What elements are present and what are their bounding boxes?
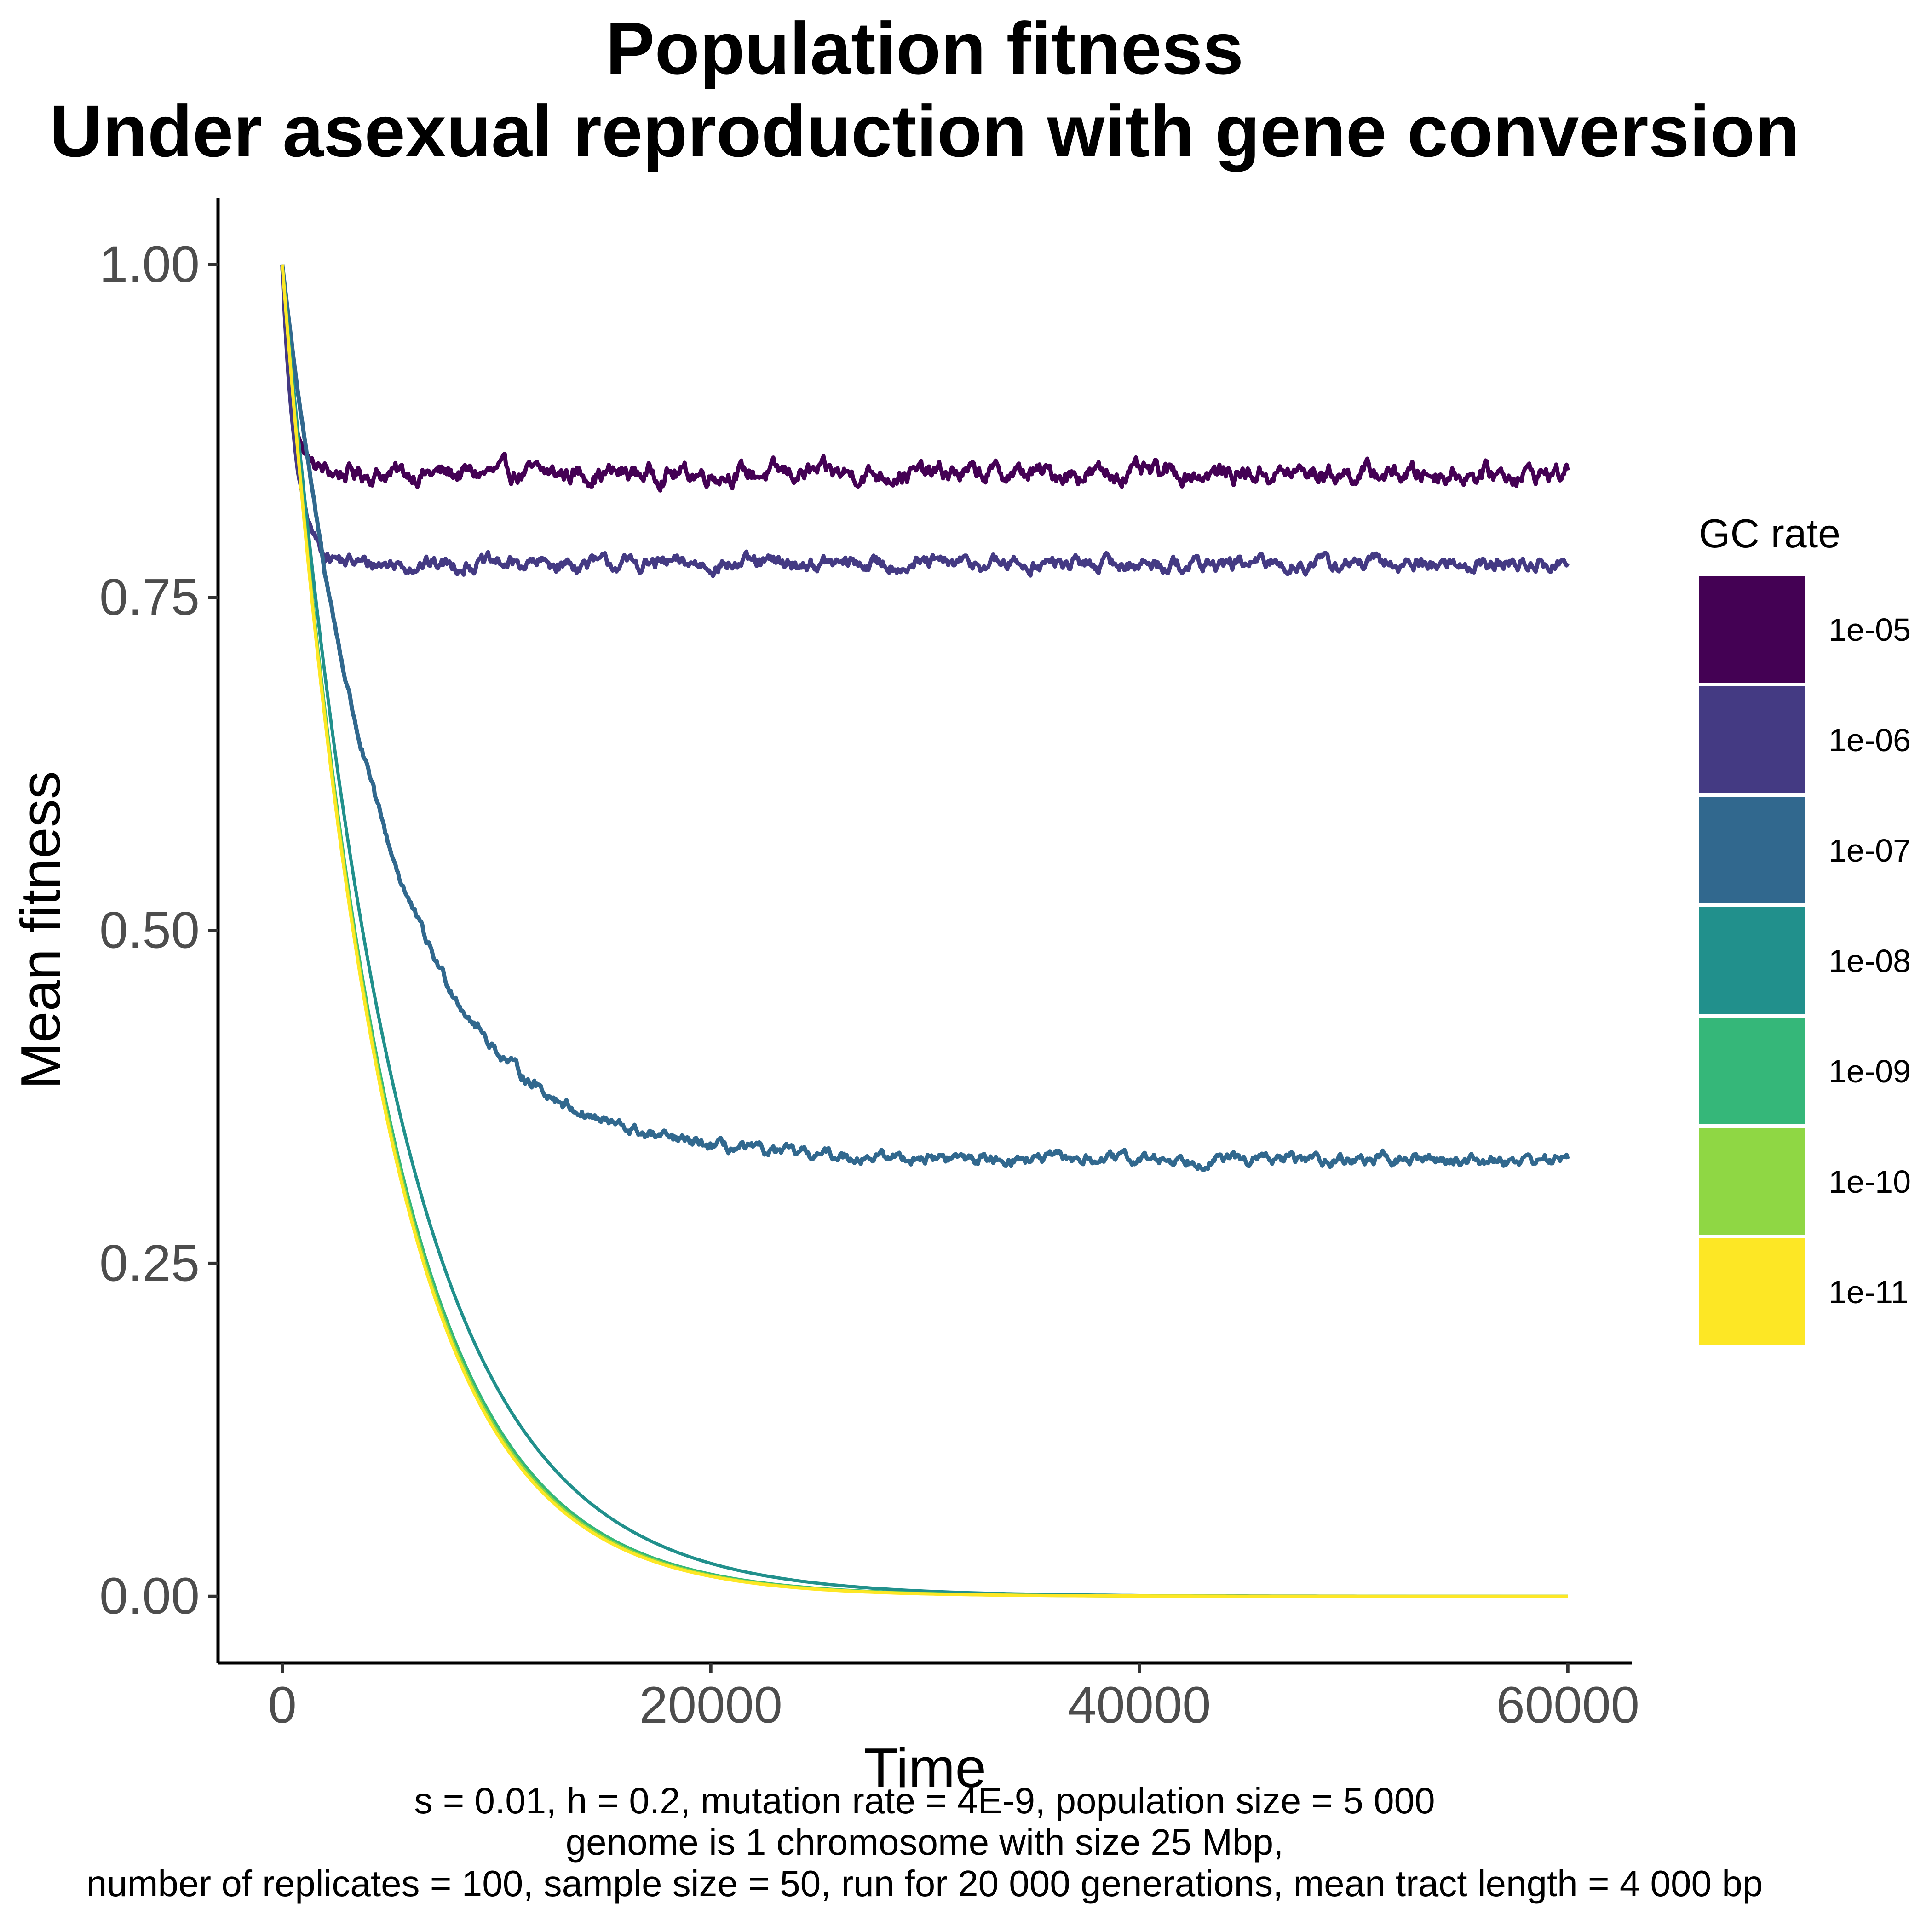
- y-axis-ticks: 0.00 0.25 0.50 0.75 1.00: [99, 236, 218, 1625]
- series-line-1e-07: [280, 264, 1570, 1172]
- legend-title: GC rate: [1699, 511, 1840, 556]
- y-tick-label: 0.75: [99, 569, 200, 626]
- legend-key-1e-06: [1699, 686, 1805, 793]
- x-tick-label: 0: [268, 1676, 297, 1734]
- y-axis-title: Mean fitness: [9, 771, 72, 1089]
- caption-line-2: genome is 1 chromosome with size 25 Mbp,: [566, 1822, 1284, 1863]
- caption: s = 0.01, h = 0.2, mutation rate = 4E-9,…: [86, 1780, 1763, 1904]
- legend-label-1e-07: 1e-07: [1828, 833, 1911, 868]
- legend-key-1e-05: [1699, 576, 1805, 683]
- legend-key-1e-09: [1699, 1018, 1805, 1124]
- x-axis-title: Time: [864, 1736, 987, 1799]
- chart-title: Population fitness: [606, 7, 1244, 89]
- x-tick-label: 60000: [1496, 1676, 1639, 1734]
- caption-line-1: s = 0.01, h = 0.2, mutation rate = 4E-9,…: [414, 1780, 1435, 1821]
- legend-label-1e-05: 1e-05: [1828, 612, 1911, 648]
- series-layer: [280, 264, 1570, 1598]
- x-tick-label: 20000: [639, 1676, 782, 1734]
- legend-key-1e-07: [1699, 797, 1805, 903]
- chart-subtitle: Under asexual reproduction with gene con…: [49, 90, 1800, 172]
- legend-label-1e-11: 1e-11: [1828, 1274, 1909, 1310]
- y-tick-label: 1.00: [99, 236, 200, 293]
- legend-items: 1e-05 1e-06 1e-07 1e-08 1e-09 1e-10 1e-11: [1699, 576, 1911, 1345]
- series-line-1e-05: [280, 264, 1570, 493]
- x-tick-label: 40000: [1068, 1676, 1211, 1734]
- y-tick-label: 0.00: [99, 1567, 200, 1625]
- y-tick-label: 0.25: [99, 1234, 200, 1292]
- caption-line-3: number of replicates = 100, sample size …: [86, 1863, 1763, 1904]
- legend-key-1e-10: [1699, 1128, 1805, 1235]
- series-line-1e-06: [280, 264, 1570, 578]
- series-line-1e-11: [281, 264, 1568, 1598]
- legend-label-1e-08: 1e-08: [1828, 943, 1911, 979]
- legend-label-1e-10: 1e-10: [1828, 1164, 1911, 1200]
- legend-label-1e-06: 1e-06: [1828, 722, 1911, 758]
- x-axis-ticks: 0 20000 40000 60000: [268, 1663, 1639, 1734]
- legend-label-1e-09: 1e-09: [1828, 1053, 1911, 1089]
- legend-key-1e-11: [1699, 1238, 1805, 1345]
- y-tick-label: 0.50: [99, 902, 200, 959]
- legend-key-1e-08: [1699, 907, 1805, 1014]
- plot-area: 0 20000 40000 60000 0.00 0.25 0.50 0.75 1.00: [99, 198, 1639, 1734]
- legend: GC rate 1e-051e-061e-071e-081e-091e-101e…: [1699, 511, 1911, 1345]
